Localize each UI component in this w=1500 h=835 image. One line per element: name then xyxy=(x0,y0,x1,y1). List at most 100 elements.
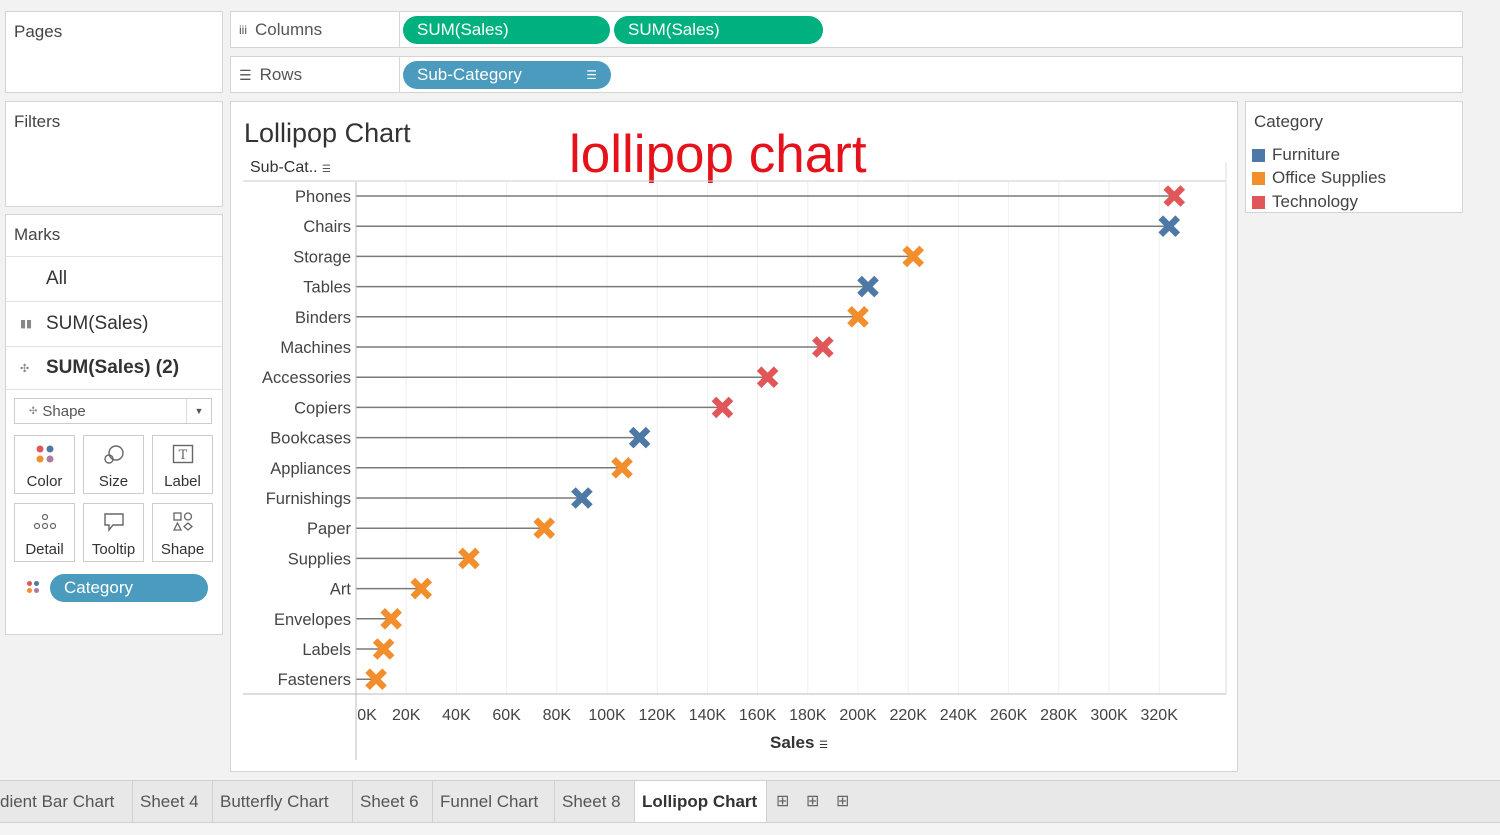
lollipop-mark[interactable] xyxy=(372,638,395,660)
x-tick-label: 200K xyxy=(839,707,877,724)
tab-funnel-chart[interactable]: Funnel Chart xyxy=(433,781,555,823)
marks-card-all[interactable]: All xyxy=(6,256,222,300)
lollipop-mark[interactable] xyxy=(847,306,869,328)
x-tick-label: 260K xyxy=(990,707,1028,724)
x-axis-title[interactable]: Sales ☰ xyxy=(770,733,829,752)
y-tick-label[interactable]: Tables xyxy=(303,279,351,297)
lollipop-mark[interactable] xyxy=(380,608,402,630)
color-legend[interactable]: Category Furniture Office Supplies Techn… xyxy=(1245,101,1463,213)
sort-icon: ☰ xyxy=(819,740,829,751)
y-tick-label[interactable]: Fasteners xyxy=(278,671,351,689)
legend-item-office-supplies[interactable]: Office Supplies xyxy=(1252,168,1386,188)
new-dashboard-icon[interactable]: ⊞ xyxy=(806,793,820,810)
columns-icon: iii xyxy=(239,23,247,37)
mark-type-select[interactable]: ✣ Shape ▼ xyxy=(14,398,212,424)
marks-card-sum-sales[interactable]: ▮▮ SUM(Sales) xyxy=(6,301,222,345)
y-tick-label[interactable]: Bookcases xyxy=(270,430,351,448)
y-tick-label[interactable]: Storage xyxy=(293,248,351,266)
new-story-icon[interactable]: ⊞ xyxy=(836,793,850,810)
tooltip-button[interactable]: Tooltip xyxy=(83,503,144,562)
tab-sheet-4[interactable]: Sheet 4 xyxy=(133,781,213,823)
y-tick-label[interactable]: Supplies xyxy=(288,550,351,568)
color-button[interactable]: Color xyxy=(14,435,75,494)
lollipop-mark[interactable] xyxy=(711,396,734,419)
lollipop-mark[interactable] xyxy=(628,426,651,449)
x-tick-label: 300K xyxy=(1090,707,1128,724)
rows-icon: ☰ xyxy=(239,66,252,83)
shape-icon: ✣ xyxy=(20,362,30,375)
lollipop-mark[interactable] xyxy=(1158,215,1181,237)
lollipop-mark[interactable] xyxy=(571,487,593,509)
columns-pill-1[interactable]: SUM(Sales) xyxy=(403,16,610,44)
x-tick-label: 320K xyxy=(1141,707,1179,724)
size-button[interactable]: Size xyxy=(83,435,144,494)
tab-sheet-6[interactable]: Sheet 6 xyxy=(353,781,433,823)
filters-panel[interactable]: Filters xyxy=(5,101,223,207)
x-tick-label: 140K xyxy=(689,707,727,724)
svg-text:T: T xyxy=(178,448,187,463)
y-tick-label[interactable]: Furnishings xyxy=(266,490,351,508)
shelf-divider xyxy=(399,57,400,92)
columns-shelf[interactable]: iii Columns SUM(Sales) SUM(Sales) xyxy=(230,11,1463,48)
legend-swatch xyxy=(1252,148,1265,162)
x-tick-label: 220K xyxy=(890,707,928,724)
y-tick-label[interactable]: Chairs xyxy=(303,218,351,236)
shape-button[interactable]: Shape xyxy=(152,503,213,562)
lollipop-mark[interactable] xyxy=(812,336,834,358)
pages-panel[interactable]: Pages xyxy=(5,11,223,93)
x-tick-label: 240K xyxy=(940,707,978,724)
x-tick-label: 80K xyxy=(543,707,572,724)
lollipop-mark[interactable] xyxy=(365,668,387,690)
lollipop-mark[interactable] xyxy=(611,457,633,479)
x-tick-label: 20K xyxy=(392,707,421,724)
new-worksheet-icon[interactable]: ⊞ xyxy=(776,793,790,810)
shape-icon: ✣ xyxy=(29,405,38,417)
y-tick-label[interactable]: Copiers xyxy=(294,399,351,417)
lollipop-mark[interactable] xyxy=(1163,185,1186,207)
pages-title: Pages xyxy=(14,22,63,41)
x-tick-label: 100K xyxy=(588,707,626,724)
color-field-pill[interactable]: Category xyxy=(50,574,208,602)
status-bar xyxy=(0,822,1500,835)
tab-lollipop-chart[interactable]: Lollipop Chart xyxy=(635,781,767,823)
lollipop-mark[interactable] xyxy=(902,245,925,268)
lollipop-mark[interactable] xyxy=(857,275,879,298)
rows-shelf[interactable]: ☰ Rows Sub-Category ☰ xyxy=(230,56,1463,93)
row-header[interactable]: Sub-Cat.. ☰ xyxy=(250,159,332,176)
columns-pill-2[interactable]: SUM(Sales) xyxy=(614,16,823,44)
detail-button[interactable]: Detail xyxy=(14,503,75,562)
y-tick-label[interactable]: Machines xyxy=(280,339,351,357)
legend-item-furniture[interactable]: Furniture xyxy=(1252,145,1340,165)
y-tick-label[interactable]: Art xyxy=(330,581,352,599)
sort-icon[interactable]: ☰ xyxy=(586,68,597,82)
tab-sheet-8[interactable]: Sheet 8 xyxy=(555,781,635,823)
y-tick-label[interactable]: Appliances xyxy=(270,460,351,478)
viz-area[interactable]: Lollipop Chart lollipop chart Sub-Cat.. … xyxy=(230,101,1238,772)
lollipop-mark[interactable] xyxy=(458,547,480,570)
y-tick-label[interactable]: Binders xyxy=(295,309,351,327)
filters-title: Filters xyxy=(14,112,61,131)
label-button[interactable]: T Label xyxy=(152,435,213,494)
rows-pill-subcategory[interactable]: Sub-Category ☰ xyxy=(403,61,611,89)
x-tick-label: 180K xyxy=(789,707,827,724)
tab-butterfly-chart[interactable]: Butterfly Chart xyxy=(213,781,353,823)
legend-swatch xyxy=(1252,171,1265,185)
x-tick-label: 40K xyxy=(442,707,471,724)
legend-swatch xyxy=(1252,195,1265,209)
y-tick-label[interactable]: Envelopes xyxy=(274,611,351,629)
legend-item-technology[interactable]: Technology xyxy=(1252,192,1358,212)
y-tick-label[interactable]: Paper xyxy=(307,520,352,538)
x-tick-label: 160K xyxy=(739,707,777,724)
lollipop-mark[interactable] xyxy=(410,577,433,600)
tab-gradient-bar-chart[interactable]: dient Bar Chart xyxy=(0,781,133,823)
marks-card-sum-sales-2[interactable]: ✣ SUM(Sales) (2) xyxy=(6,346,222,390)
sheet-tab-bar: dient Bar Chart Sheet 4 Butterfly Chart … xyxy=(0,780,1500,823)
y-tick-label[interactable]: Labels xyxy=(302,641,351,659)
columns-label: iii Columns xyxy=(239,20,323,39)
rows-label: ☰ Rows xyxy=(239,65,303,84)
viz-title: Lollipop Chart xyxy=(244,118,411,148)
y-tick-label[interactable]: Phones xyxy=(295,188,351,206)
y-tick-label[interactable]: Accessories xyxy=(262,369,351,387)
lollipop-mark[interactable] xyxy=(533,517,556,539)
lollipop-mark[interactable] xyxy=(756,366,779,388)
